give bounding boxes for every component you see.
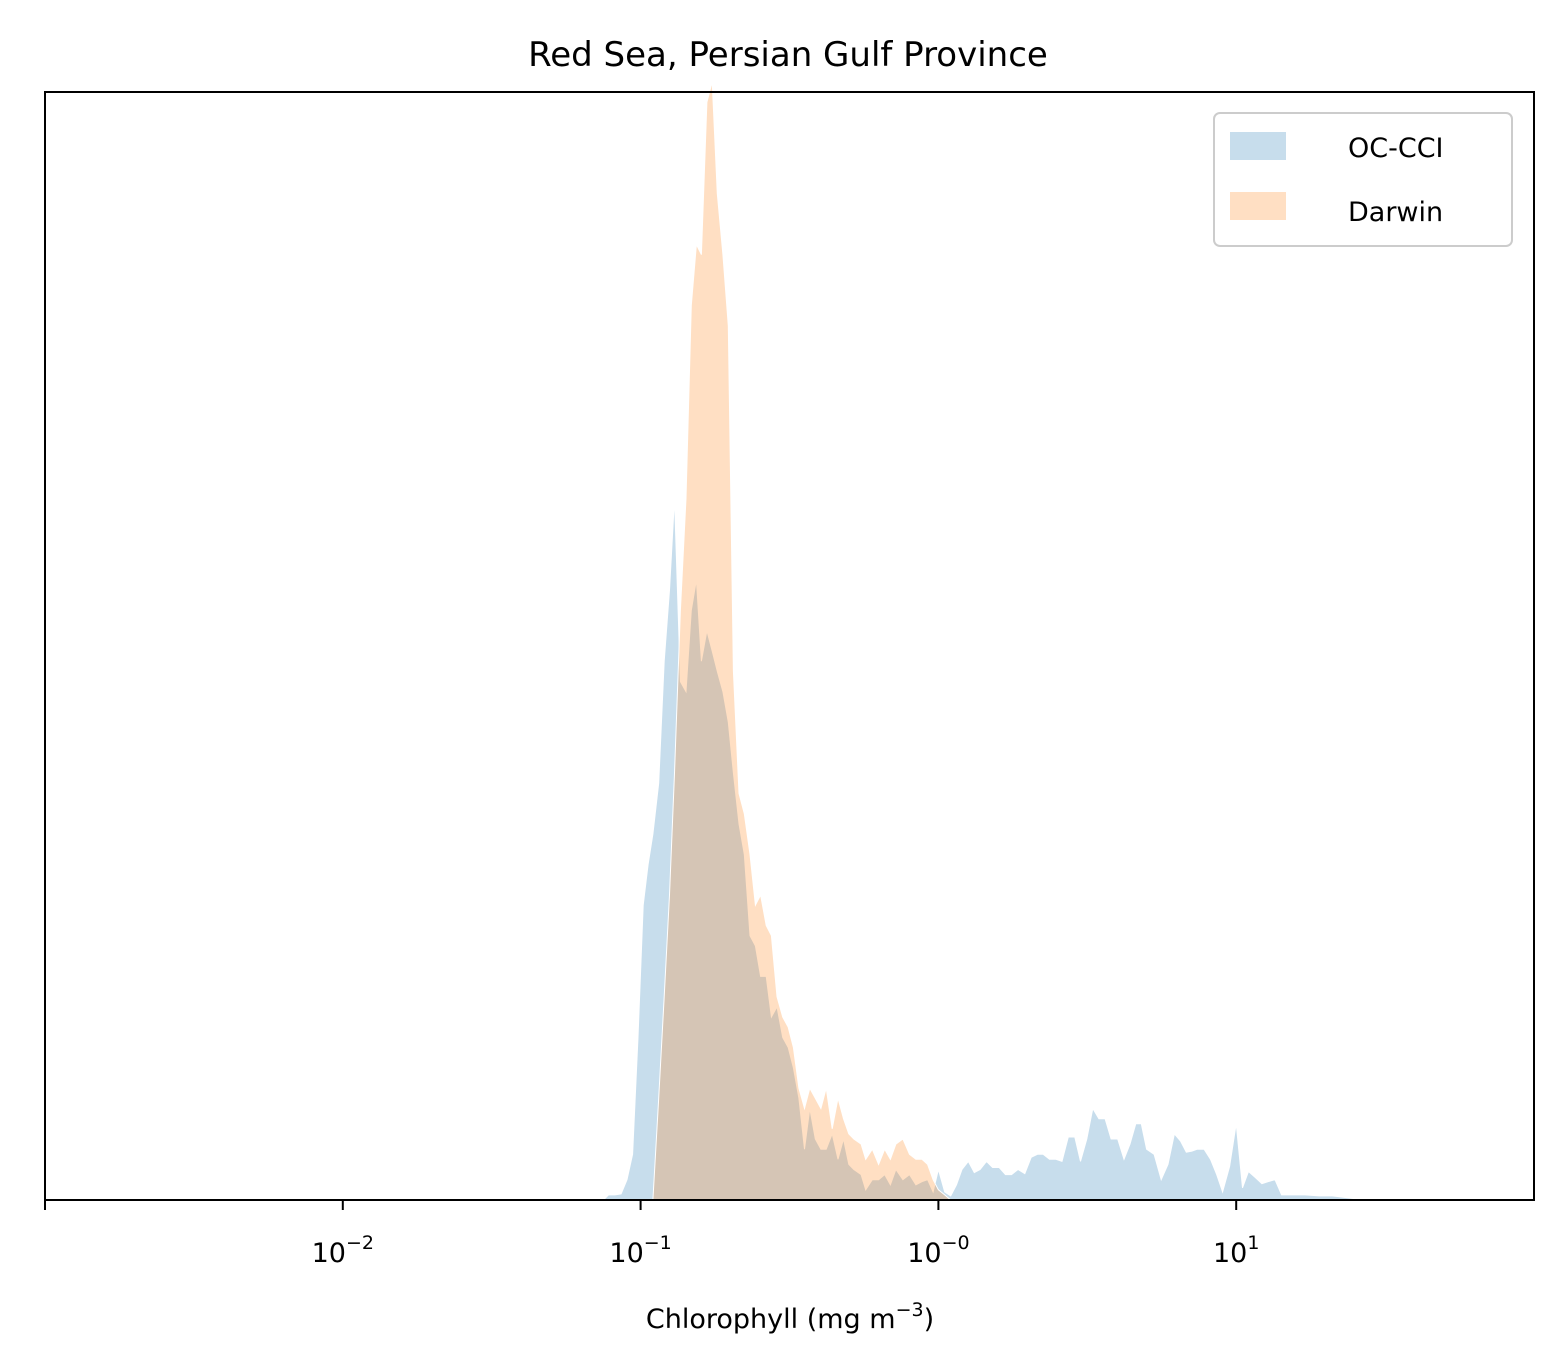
x-tick-label: 10−0 bbox=[907, 1232, 969, 1269]
x-tick-label: 101 bbox=[1213, 1232, 1259, 1269]
legend: OC-CCI Darwin bbox=[1213, 112, 1513, 247]
x-tick-label-base: 10 bbox=[609, 1238, 643, 1269]
series-layer bbox=[602, 81, 1365, 1201]
x-axis-label-text: Chlorophyll (mg m bbox=[646, 1304, 896, 1335]
legend-label-darwin: Darwin bbox=[1348, 197, 1443, 228]
plot-frame bbox=[44, 91, 1535, 1201]
x-axis-label-superscript: −3 bbox=[896, 1299, 924, 1321]
x-tick-label-exponent: −2 bbox=[346, 1232, 374, 1254]
legend-box bbox=[1213, 112, 1513, 247]
series-area-darwin bbox=[652, 81, 953, 1201]
x-tick-label-base: 10 bbox=[1213, 1238, 1247, 1269]
x-tick-label-base: 10 bbox=[312, 1238, 346, 1269]
x-tick-label-exponent: 1 bbox=[1247, 1232, 1259, 1254]
legend-swatch-darwin bbox=[1230, 192, 1286, 220]
x-tick-label: 10−2 bbox=[312, 1232, 374, 1269]
chart-title: Red Sea, Persian Gulf Province bbox=[528, 35, 1048, 75]
legend-swatch-occci bbox=[1230, 132, 1286, 160]
x-tick-label-exponent: −1 bbox=[644, 1232, 672, 1254]
x-tick-label-base: 10 bbox=[907, 1238, 941, 1269]
series-area-oc-cci bbox=[602, 498, 1365, 1201]
x-axis: 10−2 10−1 10−0 101 bbox=[44, 1200, 1259, 1269]
x-axis-label-suffix: ) bbox=[924, 1304, 935, 1335]
x-tick-label-exponent: −0 bbox=[942, 1232, 970, 1254]
legend-label-occci: OC-CCI bbox=[1348, 133, 1444, 164]
x-tick-label: 10−1 bbox=[609, 1232, 671, 1269]
x-axis-label: Chlorophyll (mg m−3) bbox=[646, 1299, 934, 1335]
